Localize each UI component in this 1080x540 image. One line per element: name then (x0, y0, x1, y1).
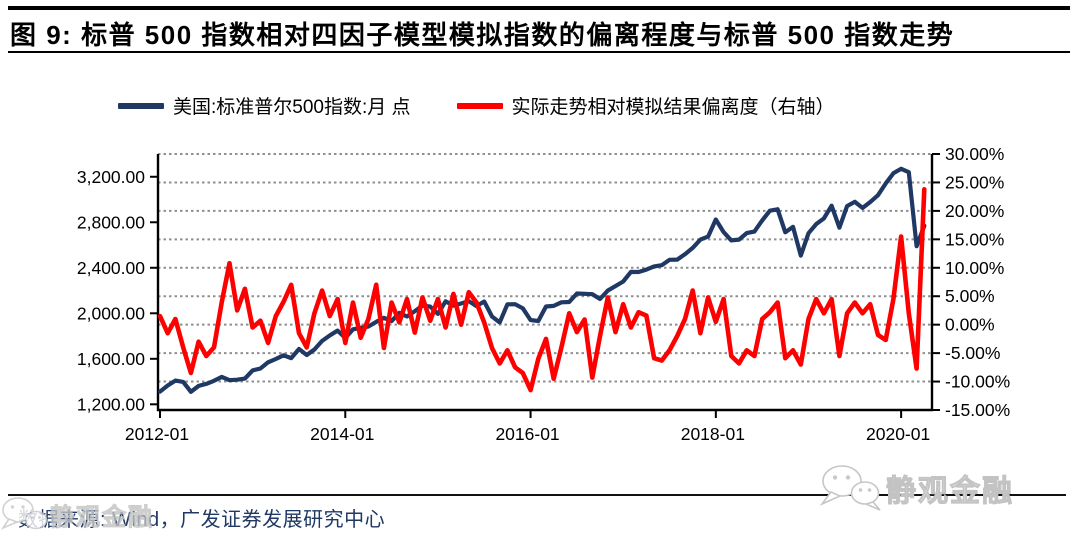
left-axis-tick-label: 1,600.00 (77, 349, 145, 369)
left-axis-tick-label: 2,000.00 (77, 303, 145, 323)
sp500-index-line (157, 166, 927, 394)
right-axis-tick-label: 5.00% (945, 286, 995, 306)
right-axis-tick-label: 20.00% (945, 201, 1004, 221)
watermark-account-name: 静观金融 (886, 474, 1014, 508)
right-axis-tick-label: 10.00% (945, 258, 1004, 278)
x-axis-tick-label: 2018-01 (681, 424, 745, 444)
title-divider-rule (8, 51, 1070, 53)
legend-item-sp500: 美国:标准普尔500指数:月 点 (118, 92, 411, 119)
line-chart-plot: 1,200.00 1,600.00 2,000.00 2,400.00 2,800.00… (77, 144, 1010, 444)
deviation-line (157, 187, 927, 393)
right-axis-tick-label: 0.00% (945, 315, 995, 335)
x-axis-tick-label: 2012-01 (125, 424, 189, 444)
x-axis-tick-label: 2014-01 (310, 424, 374, 444)
right-axis-tick-label: -15.00% (945, 400, 1010, 420)
right-axis-tick-label: 25.00% (945, 172, 1004, 192)
right-axis-tick-label: 15.00% (945, 229, 1004, 249)
right-axis-tick-label: 30.00% (945, 144, 1004, 164)
sp500-line-swatch (118, 102, 164, 109)
left-axis-tick-label: 3,200.00 (77, 167, 145, 187)
wechat-logo-icon (819, 465, 881, 511)
legend-label-sp500: 美国:标准普尔500指数:月 点 (173, 97, 411, 118)
legend-label-deviation: 实际走势相对模拟结果偏离度（右轴） (511, 97, 835, 118)
left-axis-tick-label: 2,800.00 (77, 212, 145, 232)
legend-item-deviation: 实际走势相对模拟结果偏离度（右轴） (456, 92, 835, 119)
right-axis-tick-label: -5.00% (945, 343, 1000, 363)
footer-divider-rule (8, 494, 1066, 496)
deviation-line-swatch (456, 102, 503, 109)
chart-legend: 美国:标准普尔500指数:月 点 实际走势相对模拟结果偏离度（右轴） (118, 92, 835, 119)
top-border-rule (8, 6, 1070, 10)
x-axis-tick-label: 2016-01 (495, 424, 559, 444)
left-axis-tick-label: 1,200.00 (77, 394, 145, 414)
figure-title: 图 9: 标普 500 指数相对四因子模型模拟指数的偏离程度与标普 500 指数… (10, 20, 955, 50)
data-source-note: 数据来源: Wind，广发证券发展研究中心 (18, 509, 386, 531)
right-axis-tick-label: -10.00% (945, 372, 1010, 392)
x-axis-tick-label: 2020-01 (866, 424, 930, 444)
left-axis-tick-label: 2,400.00 (77, 258, 145, 278)
